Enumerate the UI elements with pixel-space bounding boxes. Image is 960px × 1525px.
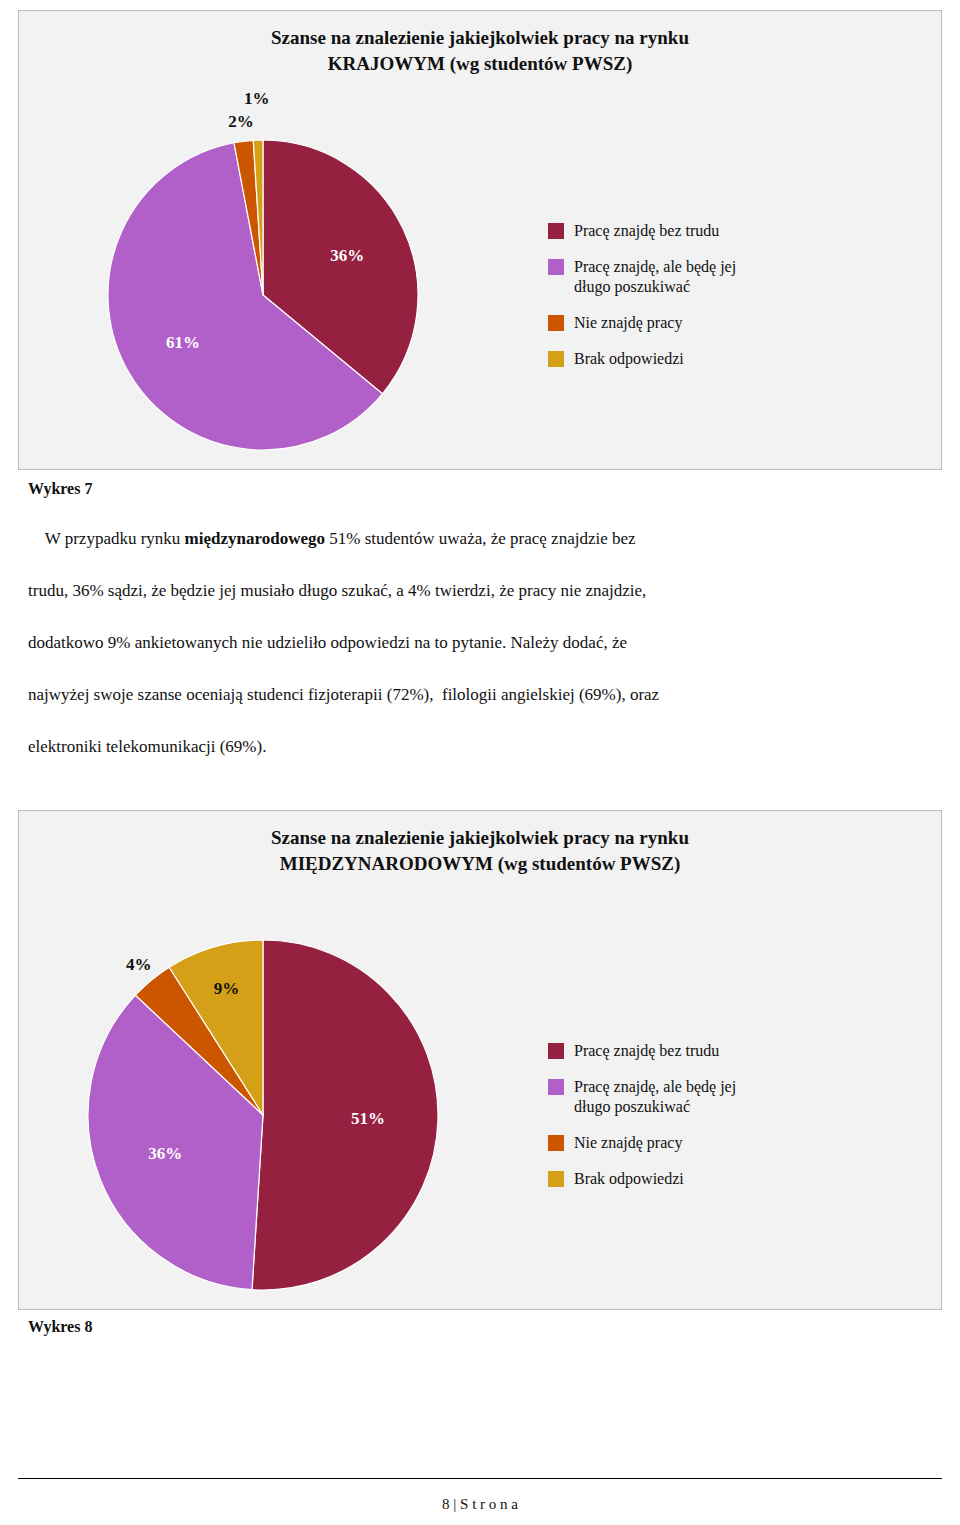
- paragraph-text: 51% studentów uważa, że pracę znajdzie b…: [325, 529, 636, 548]
- chart-subtitle: KRAJOWYM (wg studentów PWSZ): [328, 53, 633, 75]
- data-labels: 36% 61% 2% 1%: [166, 89, 364, 352]
- legend-swatch: [548, 315, 564, 331]
- legend-entry: Pracę znajdę bez trudu: [574, 222, 719, 240]
- chart-background: [19, 811, 942, 1310]
- pie-slices: [88, 940, 438, 1290]
- data-label: 4%: [126, 955, 152, 974]
- legend-entry: Pracę znajdę, ale będę jejdługo poszukiw…: [574, 258, 736, 296]
- data-label: 2%: [228, 112, 254, 131]
- legend-entry: Nie znajdę pracy: [574, 1134, 682, 1152]
- data-label: 51%: [351, 1109, 385, 1128]
- legend-entry: Pracę znajdę bez trudu: [574, 1042, 719, 1060]
- paragraph-line: najwyżej swoje szanse oceniają studenci …: [28, 684, 659, 706]
- paragraph-text: elektroniki telekomunikacji (69%).: [28, 737, 266, 756]
- paragraph-text: trudu, 36% sądzi, że będzie jej musiało …: [28, 581, 646, 600]
- chart-title: Szanse na znalezienie jakiejkolwiek prac…: [271, 827, 689, 848]
- pie-slice: [252, 940, 438, 1290]
- paragraph-line: trudu, 36% sądzi, że będzie jej musiało …: [28, 580, 646, 602]
- paragraph-line: dodatkowo 9% ankietowanych nie udzieliło…: [28, 632, 627, 654]
- legend-entry: Brak odpowiedzi: [574, 350, 684, 368]
- chart-background: [19, 11, 942, 470]
- paragraph-line: W przypadku rynku międzynarodowego 51% s…: [28, 528, 636, 550]
- legend-swatch: [548, 1171, 564, 1187]
- legend-swatch: [548, 351, 564, 367]
- pie-slice: [169, 940, 263, 1115]
- data-label: 36%: [148, 1144, 182, 1163]
- chart-title: Szanse na znalezienie jakiejkolwiek prac…: [271, 27, 689, 48]
- footer-rule: [18, 1478, 942, 1479]
- caption: Wykres 8: [28, 1318, 92, 1336]
- data-labels: 51% 36% 4% 9%: [126, 955, 385, 1163]
- chart-box: Szanse na znalezienie jakiejkolwiek prac…: [18, 810, 942, 1310]
- chart-box: Szanse na znalezienie jakiejkolwiek prac…: [18, 10, 942, 470]
- chart-subtitle: MIĘDZYNARODOWYM (wg studentów PWSZ): [280, 853, 681, 875]
- legend-swatch: [548, 1043, 564, 1059]
- chart-svg: Szanse na znalezienie jakiejkolwiek prac…: [18, 10, 942, 470]
- data-label: 9%: [214, 979, 240, 998]
- legend: Pracę znajdę bez trudu Pracę znajdę, ale …: [548, 222, 736, 368]
- paragraph-text: dodatkowo 9% ankietowanych nie udzieliło…: [28, 633, 627, 652]
- legend-entry: Nie znajdę pracy: [574, 314, 682, 332]
- pie-slice: [234, 140, 263, 295]
- legend-swatch: [548, 223, 564, 239]
- legend-entry: Brak odpowiedzi: [574, 1170, 684, 1188]
- legend-swatch: [548, 1079, 564, 1095]
- page-number: 8 | S t r o n a: [18, 1496, 942, 1513]
- chart-svg: Szanse na znalezienie jakiejkolwiek prac…: [18, 810, 942, 1310]
- data-label: 36%: [330, 246, 364, 265]
- paragraph-emphasis: międzynarodowego: [185, 529, 325, 548]
- paragraph-text: najwyżej swoje szanse oceniają studenci …: [28, 685, 659, 704]
- legend-swatch: [548, 259, 564, 275]
- paragraph-text: W przypadku rynku: [28, 529, 185, 548]
- legend-entry: Pracę znajdę, ale będę jejdługo poszukiw…: [574, 1078, 736, 1116]
- pie-slices: [108, 140, 418, 450]
- legend: Pracę znajdę bez trudu Pracę znajdę, ale …: [548, 1042, 736, 1188]
- caption: Wykres 7: [28, 480, 92, 498]
- data-label: 61%: [166, 333, 200, 352]
- data-label: 1%: [244, 89, 270, 108]
- legend-swatch: [548, 1135, 564, 1151]
- pie-slice: [253, 140, 263, 295]
- paragraph-line: elektroniki telekomunikacji (69%).: [28, 736, 266, 758]
